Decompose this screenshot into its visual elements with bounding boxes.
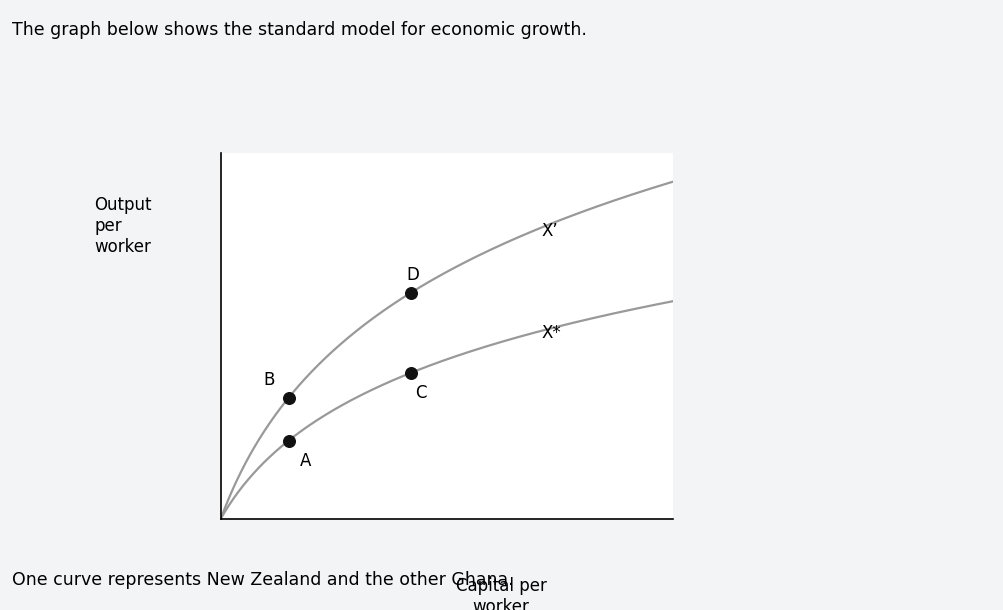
Point [402,368,418,378]
Text: X’: X’ [542,222,558,240]
Text: Output
per
worker: Output per worker [94,196,151,256]
Text: D: D [405,266,418,284]
Text: A: A [300,451,311,470]
Text: B: B [264,370,275,389]
Text: X*: X* [542,323,561,342]
Point [402,288,418,298]
Text: The graph below shows the standard model for economic growth.: The graph below shows the standard model… [12,21,587,40]
Text: C: C [415,384,426,402]
Point [281,436,297,445]
Text: One curve represents New Zealand and the other Ghana.: One curve represents New Zealand and the… [12,570,514,589]
Text: Capital per
worker: Capital per worker [455,577,546,610]
Point [281,393,297,403]
